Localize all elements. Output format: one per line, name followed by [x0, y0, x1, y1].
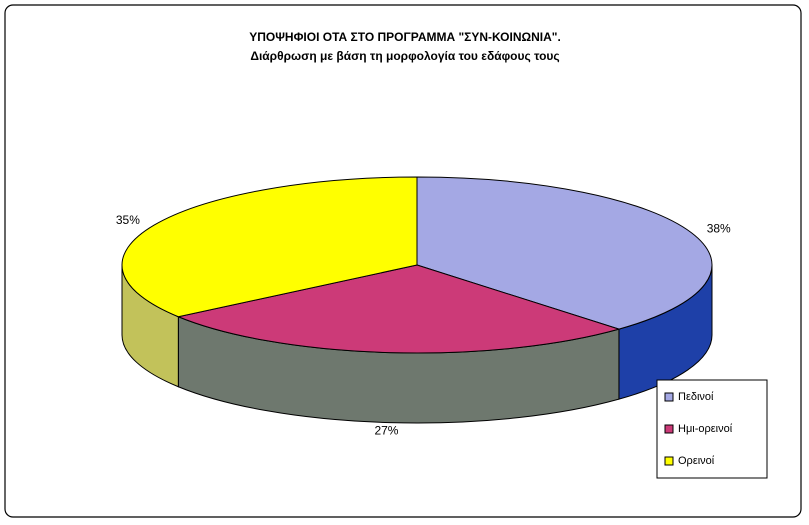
data-label: 38%	[707, 222, 731, 236]
legend-label: Ημι-ορεινοί	[678, 423, 733, 435]
legend: Πεδινοί Ημι-ορεινοί Ορεινοί	[656, 379, 768, 479]
legend-swatch	[664, 392, 674, 402]
legend-label: Ορεινοί	[678, 455, 715, 467]
slice	[416, 176, 713, 330]
legend-box	[656, 379, 768, 479]
chart-subtitle: Διάρθρωση με βάση τη μορφολογία του εδάφ…	[250, 49, 559, 63]
chart-title: ΥΠΟΨΗΦΙΟΙ ΟΤΑ ΣΤΟ ΠΡΟΓΡΑΜΜΑ "ΣΥΝ-ΚΟΙΝΩΝΙ…	[249, 30, 561, 44]
legend-swatch	[664, 456, 674, 466]
pie: 38% 27% 35%	[116, 176, 731, 438]
legend-swatch	[664, 424, 674, 434]
slice	[121, 176, 418, 318]
data-label: 27%	[374, 424, 398, 438]
slice	[176, 264, 621, 354]
legend-label: Πεδινοί	[678, 391, 714, 403]
data-label: 35%	[116, 213, 140, 227]
